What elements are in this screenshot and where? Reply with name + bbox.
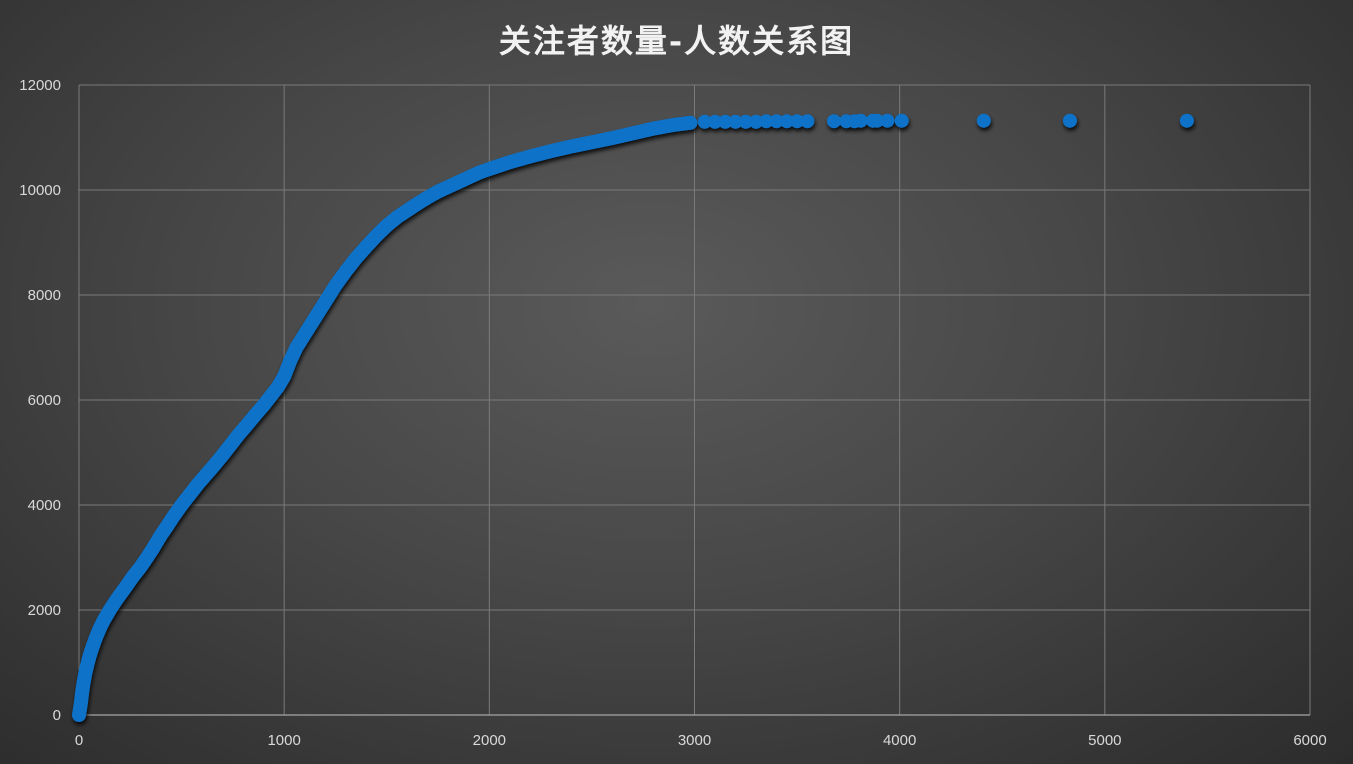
- data-point: [870, 113, 885, 128]
- x-tick-label: 3000: [678, 732, 711, 749]
- x-tick-label: 0: [75, 732, 83, 749]
- data-point: [749, 114, 764, 129]
- data-point: [697, 114, 712, 129]
- data-point: [1179, 113, 1194, 128]
- y-tick-label: 10000: [19, 182, 61, 199]
- data-point: [759, 114, 774, 129]
- data-point: [853, 113, 868, 128]
- y-tick-label: 12000: [19, 77, 61, 94]
- data-point: [728, 114, 743, 129]
- data-point: [894, 113, 909, 128]
- y-tick-label: 6000: [28, 392, 61, 409]
- x-tick-label: 6000: [1293, 732, 1326, 749]
- data-point: [779, 114, 794, 129]
- y-tick-label: 0: [53, 707, 61, 724]
- data-point: [769, 114, 784, 129]
- data-point: [708, 114, 723, 129]
- chart-title: 关注者数量-人数关系图: [498, 22, 855, 60]
- data-point: [880, 113, 895, 128]
- data-point: [800, 114, 815, 129]
- x-tick-label: 5000: [1088, 732, 1121, 749]
- data-point: [738, 114, 753, 129]
- data-point: [790, 114, 805, 129]
- x-tick-label: 2000: [473, 732, 506, 749]
- data-point: [718, 114, 733, 129]
- y-tick-label: 8000: [28, 287, 61, 304]
- data-point: [827, 114, 842, 129]
- axes: 0 1000 2000 3000 4000 5000 6000 0 2000 4000 6000 80…: [19, 77, 1326, 749]
- data-point: [683, 115, 698, 130]
- x-tick-label: 1000: [267, 732, 300, 749]
- y-tick-label: 2000: [28, 602, 61, 619]
- y-tick-label: 4000: [28, 497, 61, 514]
- x-tick-label: 4000: [883, 732, 916, 749]
- data-point: [976, 113, 991, 128]
- data-point: [1062, 113, 1077, 128]
- data-points: [72, 113, 1194, 722]
